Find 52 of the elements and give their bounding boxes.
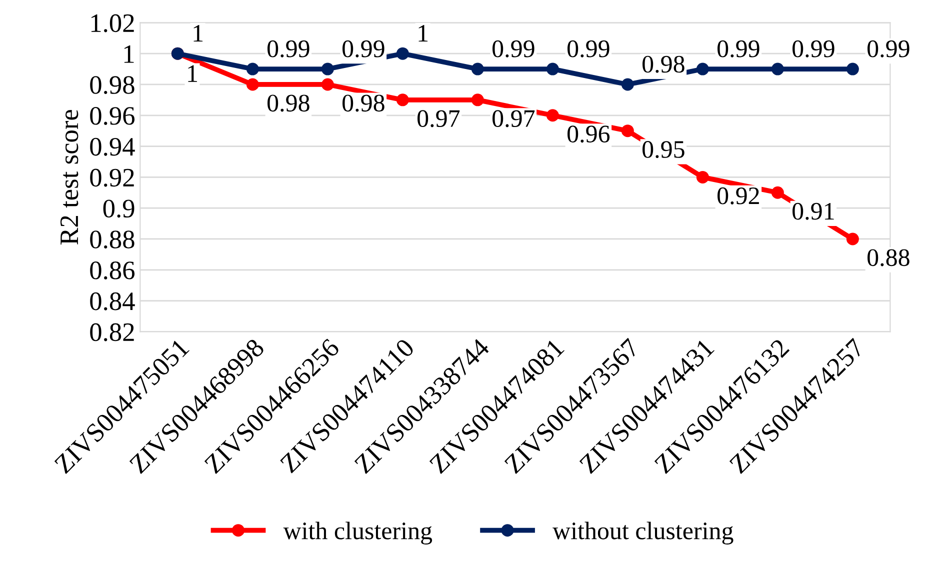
y-axis-title: R2 test score — [60, 110, 78, 245]
data-label: 0.99 — [342, 40, 384, 58]
y-tick-label: 1 — [124, 45, 134, 63]
y-tick-label: 0.92 — [90, 168, 134, 187]
data-label: 0.88 — [868, 249, 910, 266]
point — [771, 62, 784, 76]
data-label: 1 — [194, 25, 203, 42]
y-tick-label: 0.96 — [90, 106, 135, 125]
y-tick-label: 1.02 — [91, 14, 134, 32]
y-tick-label: 0.86 — [90, 262, 135, 280]
point — [621, 124, 634, 138]
y-tick-label: 0.9 — [103, 200, 134, 218]
data-label: 0.99 — [492, 40, 534, 58]
data-label: 1 — [418, 25, 428, 42]
legend-label: with clustering — [283, 522, 432, 544]
data-label: 0.99 — [868, 40, 910, 58]
point — [771, 186, 784, 199]
point — [321, 78, 334, 91]
data-label: 0.99 — [268, 40, 310, 58]
data-label: 0.97 — [492, 110, 535, 128]
point — [546, 109, 559, 122]
y-tick-label: 0.98 — [90, 76, 134, 94]
data-label: 0.99 — [568, 40, 610, 58]
point — [621, 78, 634, 91]
y-tick-label: 0.82 — [90, 323, 134, 342]
point — [246, 78, 259, 91]
point — [396, 94, 409, 106]
data-label: 0.91 — [792, 202, 834, 220]
data-label: 0.98 — [342, 94, 384, 112]
point — [696, 62, 709, 76]
point — [846, 232, 859, 246]
point — [471, 94, 484, 106]
data-label: 0.98 — [642, 56, 684, 73]
data-label: 0.95 — [642, 141, 684, 158]
data-label: 1 — [188, 65, 197, 82]
y-tick-label: 0.88 — [90, 230, 134, 249]
data-label: 0.99 — [792, 40, 834, 58]
data-label: 0.92 — [718, 187, 759, 204]
point — [696, 170, 709, 184]
point — [846, 62, 859, 76]
point — [321, 62, 334, 76]
data-label: 0.97 — [418, 110, 460, 128]
data-label: 0.98 — [268, 94, 310, 112]
point — [396, 47, 409, 60]
legend-label: without clustering — [552, 522, 734, 544]
data-label: 0.99 — [718, 40, 760, 58]
data-label: 0.96 — [568, 126, 610, 143]
y-tick-label: 0.84 — [90, 292, 135, 310]
point — [546, 62, 559, 76]
point — [471, 62, 484, 76]
point — [246, 62, 259, 76]
y-tick-label: 0.94 — [90, 138, 135, 156]
